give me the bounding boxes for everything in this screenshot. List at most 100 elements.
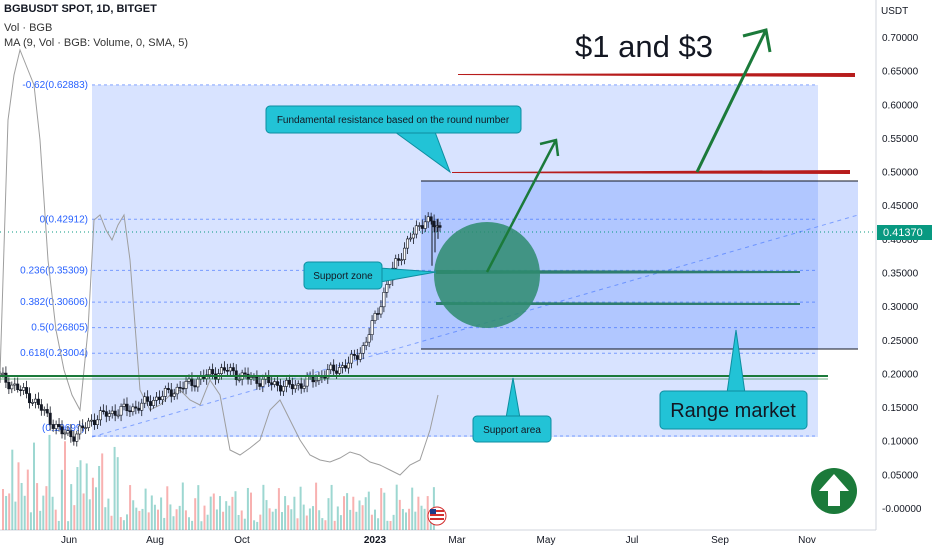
- volume-bar: [398, 499, 401, 530]
- x-tick-label: Oct: [234, 535, 250, 546]
- candle-body: [25, 387, 29, 394]
- candle-body: [228, 367, 232, 372]
- volume-bar: [82, 493, 85, 530]
- volume-bar: [222, 511, 225, 530]
- volume-bar: [116, 457, 119, 530]
- volume-bar: [265, 500, 268, 530]
- volume-bar: [315, 482, 318, 530]
- candle-body: [296, 383, 300, 386]
- y-tick-label: 0.15000: [882, 403, 919, 414]
- candle-body: [78, 425, 82, 435]
- candle-body: [349, 353, 353, 364]
- y-tick-label: 0.25000: [882, 336, 919, 347]
- volume-bar: [262, 484, 265, 530]
- candle-body: [45, 409, 49, 414]
- candle-body: [373, 313, 377, 321]
- candle-body: [290, 384, 294, 390]
- candle-body: [28, 393, 32, 404]
- candle-body: [125, 403, 129, 412]
- candle-body: [352, 353, 356, 356]
- price-axis-bg: [876, 0, 932, 550]
- candle-body: [110, 410, 114, 414]
- candle-body: [355, 355, 359, 360]
- volume-bar: [305, 515, 308, 530]
- candle-body: [323, 376, 327, 379]
- up-arrow-icon[interactable]: [811, 468, 857, 514]
- x-tick-label: Jun: [61, 535, 77, 546]
- volume-bar: [355, 511, 358, 530]
- volume-bar: [386, 520, 389, 530]
- candle-body: [104, 411, 108, 417]
- y-tick-label: 0.70000: [882, 33, 919, 44]
- volume-bar: [312, 506, 314, 530]
- candle-body: [411, 233, 415, 239]
- volume-bar: [166, 486, 169, 530]
- candle-body: [48, 412, 52, 425]
- volume-bar: [318, 510, 321, 530]
- volume-bar: [45, 486, 48, 530]
- volume-bar: [377, 518, 380, 530]
- candle-body: [258, 383, 262, 387]
- volume-bar: [228, 505, 231, 530]
- volume-bar: [405, 512, 407, 530]
- y-tick-label: 0.30000: [882, 302, 919, 313]
- candle-body: [426, 216, 430, 223]
- volume-bar: [119, 517, 122, 530]
- volume-bar: [287, 505, 290, 530]
- candle-body: [225, 369, 229, 372]
- candle-body: [193, 385, 197, 388]
- volume-bar: [352, 496, 355, 530]
- volume-bar: [101, 453, 104, 530]
- candle-body: [261, 379, 265, 387]
- volume-bar: [321, 518, 324, 530]
- volume-bar: [11, 449, 14, 530]
- x-tick-label: Mar: [448, 535, 466, 546]
- volume-bar: [57, 520, 60, 530]
- candle-body: [370, 320, 374, 335]
- volume-bar: [147, 512, 150, 530]
- candle-body: [276, 381, 280, 386]
- volume-bar: [256, 521, 259, 530]
- volume-bar: [277, 488, 280, 530]
- volume-bar: [60, 469, 63, 530]
- candle-body: [196, 378, 200, 388]
- volume-bar: [417, 496, 420, 530]
- candle-body: [160, 396, 164, 401]
- volume-bar: [411, 487, 414, 530]
- y-tick-label: 0.65000: [882, 67, 919, 78]
- axis-currency-label: USDT: [881, 6, 908, 17]
- candle-body: [63, 432, 67, 435]
- volume-bar: [380, 488, 383, 530]
- candle-body: [134, 406, 138, 409]
- candle-body: [420, 225, 424, 229]
- candle-body: [364, 341, 368, 346]
- volume-bar: [194, 498, 197, 530]
- volume-bar: [339, 515, 342, 530]
- fib-level-label: -0.62(0.62883): [22, 80, 88, 91]
- candle-body: [414, 225, 418, 235]
- candle-body: [172, 393, 176, 397]
- volume-bar: [429, 518, 432, 530]
- y-tick-label: 0.05000: [882, 470, 919, 481]
- y-tick-label: 0.35000: [882, 269, 919, 280]
- volume-bar: [336, 506, 339, 530]
- volume-bar: [132, 500, 135, 530]
- support-zone-callout: Support zone: [303, 261, 437, 290]
- volume-bar: [281, 512, 283, 530]
- volume-bar: [250, 492, 252, 530]
- volume-bar: [330, 484, 333, 530]
- y-tick-label: -0.00000: [882, 504, 922, 515]
- candle-body: [90, 419, 94, 422]
- volume-bar: [153, 504, 156, 530]
- volume-bars: [2, 434, 435, 530]
- candle-body: [169, 389, 173, 397]
- candle-body: [432, 220, 436, 228]
- y-axis-labels: 0.70000 0.65000 0.60000 0.55000 0.50000 0.450…: [882, 33, 922, 515]
- volume-bar: [85, 463, 88, 530]
- candle-body: [107, 413, 111, 417]
- candle-body: [101, 410, 105, 412]
- volume-bar: [383, 492, 386, 530]
- fib-level-label: 0.5(0.26805): [31, 323, 88, 334]
- candle-body: [417, 225, 421, 227]
- volume-bar: [237, 514, 240, 530]
